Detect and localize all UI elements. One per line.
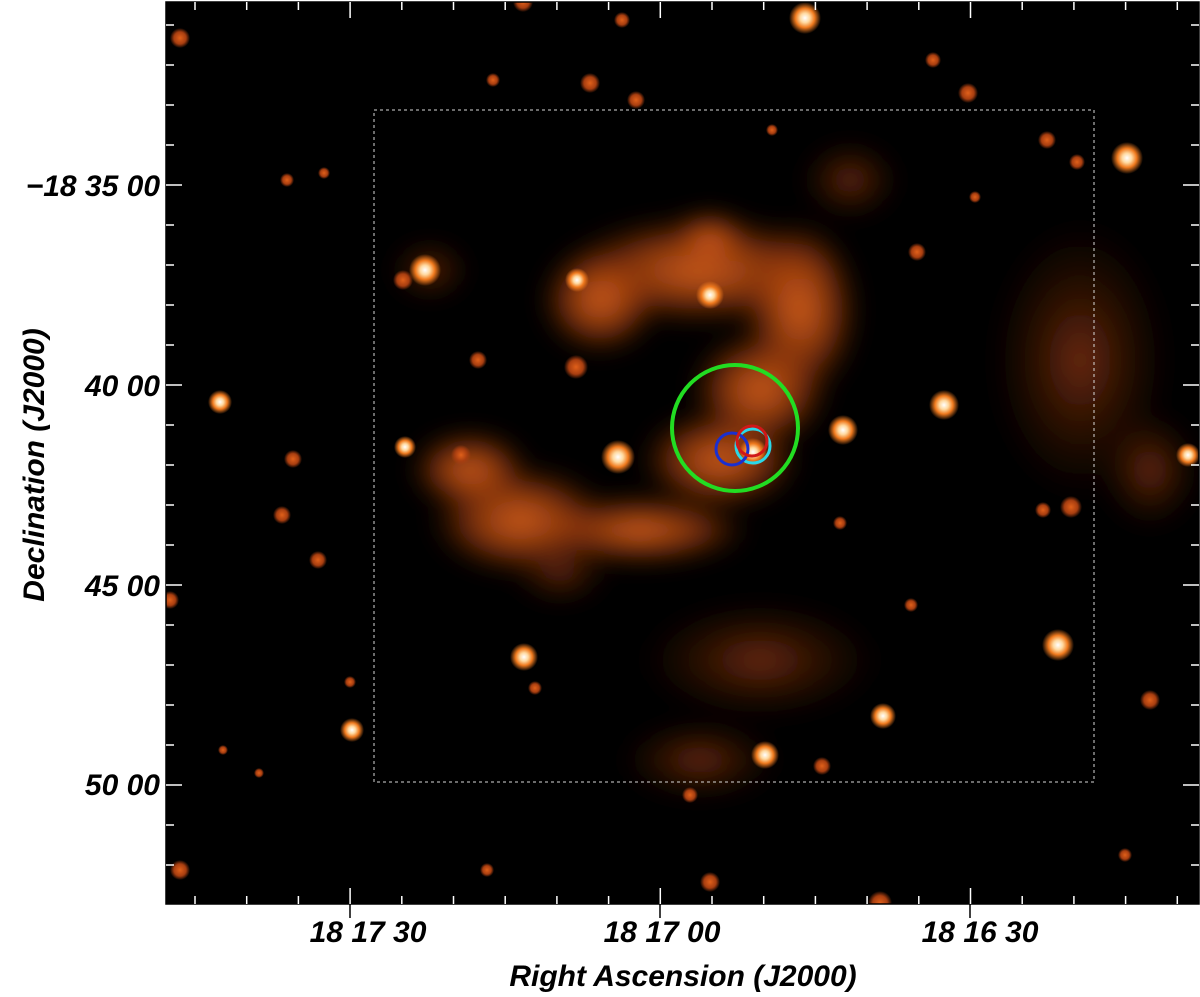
x-tick-label-2: 18 17 00 — [604, 916, 721, 949]
blue-region-circle — [714, 431, 750, 467]
x-axis-label: Right Ascension (J2000) — [509, 960, 856, 993]
y-tick-label-1: −18 35 00 — [26, 170, 161, 203]
plot-frame — [165, 1, 1200, 905]
y-axis-label: Declination (J2000) — [18, 328, 51, 601]
x-tick-label-3: 18 16 30 — [922, 916, 1039, 949]
star-field — [166, 2, 1199, 904]
y-tick-label-4: 50 00 — [85, 769, 160, 802]
axis-ticks — [166, 2, 1199, 918]
y-tick-labels: −18 35 00 40 00 45 00 50 00 — [26, 170, 161, 802]
y-tick-label-3: 45 00 — [84, 570, 160, 603]
dashed-box — [373, 109, 1095, 783]
green-region-circle — [670, 363, 800, 493]
x-tick-label-1: 18 17 30 — [310, 916, 427, 949]
region-overlays — [670, 363, 800, 493]
image-layer — [166, 2, 1199, 904]
x-tick-labels: 18 17 30 18 17 00 18 16 30 — [310, 916, 1039, 949]
red-region-circle — [735, 424, 769, 458]
y-tick-label-2: 40 00 — [84, 370, 160, 403]
cyan-region-circle — [734, 427, 772, 465]
